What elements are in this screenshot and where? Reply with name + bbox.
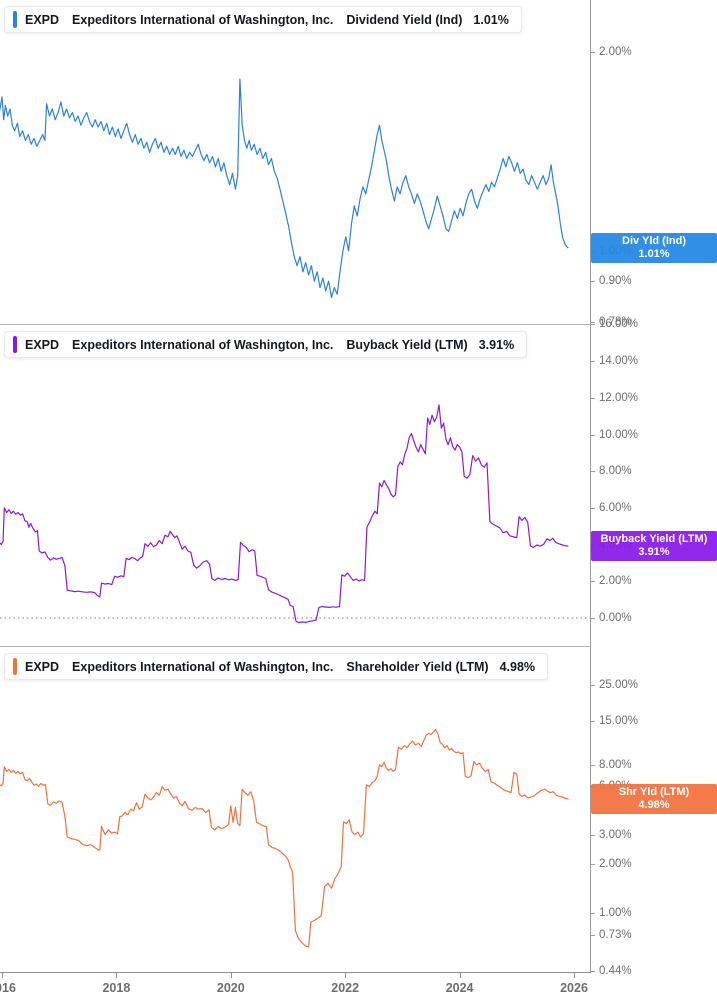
- y-axis-tick-label: 2.00%: [599, 857, 632, 870]
- y-axis-tick-label: 0.78%: [599, 316, 632, 329]
- series-color-bar: [13, 658, 17, 675]
- panel-divider: [0, 324, 590, 325]
- series-color-bar: [13, 336, 17, 353]
- y-axis-tick-label: 10.00%: [599, 428, 639, 441]
- series-line: [0, 404, 569, 624]
- y-axis-tick: [590, 324, 595, 326]
- y-axis-tick: [590, 507, 595, 509]
- y-axis-tick-label: 2.00%: [599, 575, 632, 588]
- y-axis-tick: [590, 720, 595, 722]
- y-axis-tick: [590, 322, 595, 324]
- y-axis-tick-label: 2.00%: [599, 46, 632, 58]
- badge-value: 1.01%: [638, 248, 670, 261]
- y-axis-tick-label: 8.00%: [599, 759, 632, 772]
- y-axis-tick-label: 6.00%: [599, 501, 632, 514]
- last-value-badge: Buyback Yield (LTM) 3.91%: [591, 531, 717, 562]
- y-axis-tick: [590, 434, 595, 436]
- y-axis-tick: [590, 471, 595, 473]
- badge-label: Div Yld (Ind): [622, 235, 686, 248]
- y-axis-tick-label: 0.00%: [599, 612, 632, 624]
- y-axis-tick-label: 0.44%: [599, 965, 632, 978]
- y-axis-tick: [590, 581, 595, 583]
- series-line: [0, 78, 569, 299]
- metric-value: 3.91%: [478, 337, 515, 352]
- y-axis-tick-label: 12.00%: [599, 391, 639, 404]
- company-name: Expeditors International of Washington, …: [72, 12, 334, 27]
- chart-header[interactable]: EXPD Expeditors International of Washing…: [4, 653, 549, 680]
- y-axis-tick: [590, 913, 595, 914]
- buyback-yield-plot[interactable]: [0, 325, 590, 647]
- y-axis-tick: [590, 835, 595, 836]
- y-axis-tick-label: 1.00%: [599, 907, 632, 919]
- company-name: Expeditors International of Washington, …: [72, 337, 334, 352]
- y-axis-tick: [590, 863, 595, 865]
- y-axis-tick: [590, 765, 595, 767]
- last-value-badge: Div Yld (Ind) 1.01%: [591, 233, 717, 264]
- last-value-badge: Shr Yld (LTM) 4.98%: [591, 784, 717, 814]
- y-axis-tick: [590, 618, 595, 619]
- chart-header[interactable]: EXPD Expeditors International of Washing…: [4, 331, 528, 358]
- ticker-symbol: EXPD: [25, 12, 60, 27]
- y-axis-tick: [590, 935, 595, 937]
- x-axis-tick-label: 2020: [216, 981, 245, 995]
- x-axis-tick: [2, 972, 3, 978]
- y-axis-tick-label: 3.00%: [599, 829, 632, 841]
- x-axis-tick: [230, 972, 232, 978]
- y-axis-tick: [590, 971, 595, 973]
- x-axis: 2016 2018 2020 2022 2024 2026: [0, 972, 717, 1005]
- y-axis-tick: [590, 281, 595, 283]
- y-axis-shareholder-yield: Shr Yld (LTM) 4.98% 25.00%15.00%8.00%6.0…: [590, 647, 717, 977]
- panel-dividend-yield: EXPD Expeditors International of Washing…: [0, 0, 717, 329]
- badge-label: Shr Yld (LTM): [618, 786, 690, 798]
- y-axis-tick-label: 25.00%: [599, 678, 639, 691]
- metric-name: Dividend Yield (Ind): [346, 12, 463, 27]
- ticker-symbol: EXPD: [25, 337, 60, 352]
- badge-label: Buyback Yield (LTM): [600, 533, 708, 546]
- y-axis-tick: [590, 52, 595, 53]
- panel-divider: [0, 646, 590, 647]
- y-axis-tick: [590, 397, 595, 399]
- y-axis-tick-label: 8.00%: [599, 465, 632, 478]
- dividend-yield-plot[interactable]: [0, 0, 590, 325]
- y-axis-dividend-yield: Div Yld (Ind) 1.01% 2.00%1.00%0.90%0.78%: [590, 0, 717, 329]
- x-axis-tick: [459, 972, 461, 978]
- x-axis-tick-label: 2026: [560, 981, 588, 995]
- x-axis-tick-label: 2018: [102, 981, 131, 995]
- company-name: Expeditors International of Washington, …: [72, 659, 334, 674]
- y-axis-line: [590, 0, 591, 973]
- x-axis-tick: [345, 972, 347, 978]
- x-axis-tick-label: 2022: [331, 981, 360, 995]
- y-axis-tick-label: 16.00%: [599, 318, 639, 331]
- x-axis-tick-label: 2016: [0, 981, 16, 995]
- series-line: [0, 728, 569, 948]
- x-axis-tick: [116, 972, 118, 978]
- ticker-symbol: EXPD: [25, 659, 60, 674]
- x-axis-tick: [574, 972, 575, 978]
- metric-value: 1.01%: [473, 12, 509, 27]
- metric-name: Buyback Yield (LTM): [346, 337, 468, 352]
- x-axis-tick-label: 2024: [445, 981, 474, 995]
- y-axis-tick-label: 0.90%: [599, 275, 632, 288]
- shareholder-yield-plot[interactable]: [0, 647, 590, 972]
- badge-value: 4.98%: [638, 799, 670, 811]
- x-axis-line: [0, 972, 591, 973]
- chart-header[interactable]: EXPD Expeditors International of Washing…: [4, 6, 522, 33]
- panel-shareholder-yield: EXPD Expeditors International of Washing…: [0, 647, 717, 977]
- metric-value: 4.98%: [499, 659, 536, 674]
- metric-name: Shareholder Yield (LTM): [346, 659, 489, 674]
- y-axis-buyback-yield: Buyback Yield (LTM) 3.91% 16.00% 14.00% 12…: [590, 318, 717, 647]
- y-axis-tick-label: 0.73%: [599, 929, 632, 942]
- y-axis-tick: [590, 361, 595, 363]
- panel-buyback-yield: EXPD Expeditors International of Washing…: [0, 318, 717, 647]
- badge-value: 3.91%: [638, 546, 670, 559]
- y-axis-tick-label: 15.00%: [599, 714, 639, 727]
- series-color-bar: [13, 11, 17, 28]
- y-axis-tick-label: 14.00%: [599, 355, 639, 368]
- y-axis-tick: [590, 684, 595, 686]
